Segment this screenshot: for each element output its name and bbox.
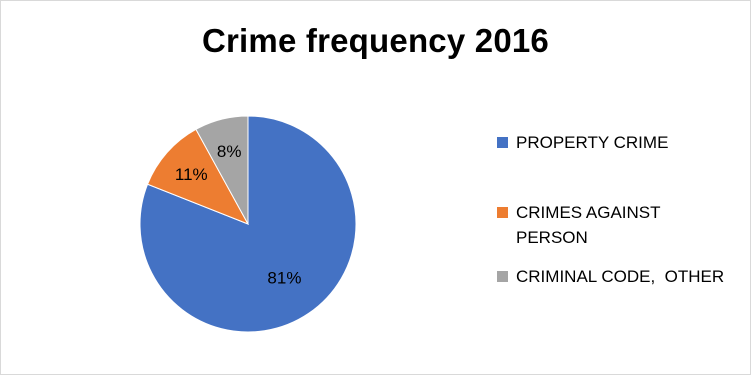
legend-label: CRIMINAL CODE, OTHER	[516, 267, 725, 286]
pie-data-label: 8%	[217, 142, 242, 161]
legend-item-criminal-code-other: CRIMINAL CODE, OTHER	[497, 264, 725, 289]
legend-swatch-crimes-against-person	[497, 207, 508, 218]
legend-label: PROPERTY CRIME	[516, 133, 669, 152]
pie-data-label: 11%	[175, 165, 208, 184]
legend-label: CRIMES AGAINST PERSON	[516, 203, 661, 247]
pie-data-labels: 81% 11% 8%	[175, 142, 302, 288]
legend-item-property-crime: PROPERTY CRIME	[497, 130, 716, 155]
legend-item-crimes-against-person: CRIMES AGAINST PERSON	[497, 200, 706, 250]
pie-slice-criminal-code-other	[195, 115, 249, 225]
chart-title: Crime frequency 2016	[201, 22, 549, 59]
pie-slices	[139, 115, 357, 333]
pie-slice-crimes-against-person	[146, 128, 250, 225]
pie-data-label: 81%	[267, 269, 301, 288]
legend-swatch-property-crime	[497, 137, 508, 148]
legend-swatch-criminal-code-other	[497, 271, 508, 282]
